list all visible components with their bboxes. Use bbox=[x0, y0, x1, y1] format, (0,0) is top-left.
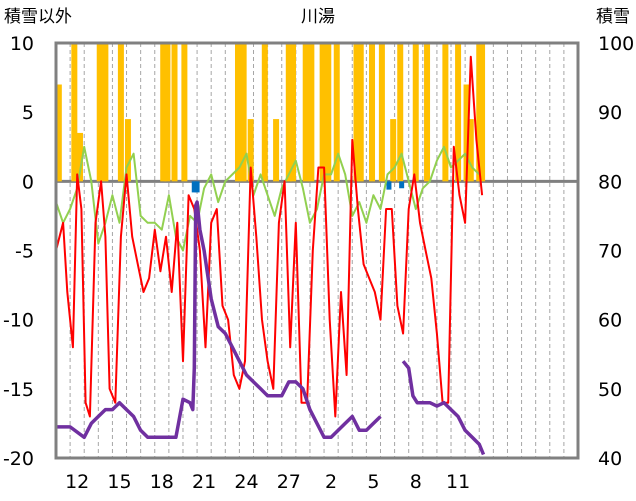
precipitation-bar bbox=[164, 43, 171, 182]
line-layer bbox=[55, 55, 486, 456]
x-tick-label: 12 bbox=[65, 471, 89, 493]
precipitation-bar bbox=[234, 43, 241, 182]
right-tick-label: 60 bbox=[598, 310, 622, 332]
left-tick-label: -20 bbox=[3, 448, 34, 470]
x-tick-label: 8 bbox=[410, 471, 422, 493]
precipitation-bar bbox=[357, 43, 364, 182]
right-tick-label: 40 bbox=[598, 448, 622, 470]
right-tick-label: 50 bbox=[598, 379, 622, 401]
x-tick-label: 21 bbox=[192, 471, 216, 493]
precipitation-bar bbox=[71, 43, 78, 182]
x-tick-label: 27 bbox=[277, 471, 301, 493]
precipitation-bar bbox=[378, 43, 385, 182]
snow_depth_late-line bbox=[401, 360, 486, 456]
precipitation-bar bbox=[424, 43, 431, 182]
precipitation-bar bbox=[171, 43, 178, 182]
precipitation-bar bbox=[96, 43, 103, 182]
left-tick-label: -10 bbox=[3, 310, 34, 332]
right-tick-label: 90 bbox=[598, 102, 622, 124]
right-axis-label: 積雪 bbox=[596, 7, 630, 27]
right-tick-label: 80 bbox=[598, 171, 622, 193]
grid-layer bbox=[56, 43, 578, 458]
right-tick-label: 70 bbox=[598, 241, 622, 263]
left-axis-label: 積雪以外 bbox=[4, 7, 72, 27]
precipitation-bar bbox=[463, 84, 470, 182]
left-tick-label: 5 bbox=[22, 102, 34, 124]
precipitation-bar bbox=[240, 43, 247, 182]
precipitation-bar bbox=[319, 43, 326, 182]
precipitation-bar bbox=[308, 43, 315, 182]
negative_bar-bar bbox=[386, 181, 392, 190]
humidity_index-line bbox=[55, 145, 480, 252]
precipitation-bar bbox=[55, 84, 62, 182]
negative_bar-bar bbox=[191, 181, 197, 193]
precipitation-bar bbox=[467, 119, 474, 182]
temperature-line bbox=[55, 55, 484, 418]
x-tick-label: 24 bbox=[234, 471, 258, 493]
precipitation-bar bbox=[390, 119, 397, 182]
precipitation-bar bbox=[117, 43, 124, 182]
left-tick-label: -5 bbox=[15, 241, 34, 263]
snow_depth-line bbox=[56, 200, 382, 440]
precipitation-bar bbox=[412, 43, 419, 182]
precipitation-bar bbox=[102, 43, 109, 182]
precipitation-bar bbox=[302, 43, 309, 182]
precipitation-bar bbox=[333, 43, 340, 182]
precipitation-bar bbox=[247, 119, 254, 182]
bar-layer bbox=[55, 43, 486, 193]
right-tick-label: 100 bbox=[598, 33, 634, 55]
x-tick-label: 5 bbox=[367, 471, 379, 493]
left-tick-label: 10 bbox=[10, 33, 34, 55]
precipitation-bar bbox=[369, 43, 376, 182]
plot-frame bbox=[54, 41, 580, 460]
precipitation-bar bbox=[273, 119, 280, 182]
negative_bar-bar bbox=[399, 181, 405, 189]
precipitation-bar bbox=[261, 43, 268, 182]
x-tick-label: 11 bbox=[446, 471, 470, 493]
precipitation-bar bbox=[76, 132, 83, 182]
precipitation-bar bbox=[181, 43, 188, 182]
chart-title: 川湯 bbox=[301, 7, 335, 27]
x-tick-label: 18 bbox=[150, 471, 174, 493]
precipitation-bar bbox=[290, 43, 297, 182]
negative_bar-bar bbox=[194, 181, 200, 193]
x-tick-label: 15 bbox=[107, 471, 131, 493]
precipitation-bar bbox=[160, 43, 167, 182]
precipitation-bar bbox=[124, 119, 131, 182]
left-tick-label: 0 bbox=[22, 171, 34, 193]
x-tick-label: 2 bbox=[325, 471, 337, 493]
precipitation-bar bbox=[479, 43, 486, 182]
precipitation-bar bbox=[285, 43, 292, 182]
left-tick-label: -15 bbox=[3, 379, 34, 401]
precipitation-bar bbox=[325, 43, 332, 182]
precipitation-bar bbox=[397, 43, 404, 182]
precipitation-bar bbox=[455, 43, 462, 182]
precipitation-bar bbox=[442, 43, 449, 182]
precipitation-bar bbox=[353, 43, 360, 182]
